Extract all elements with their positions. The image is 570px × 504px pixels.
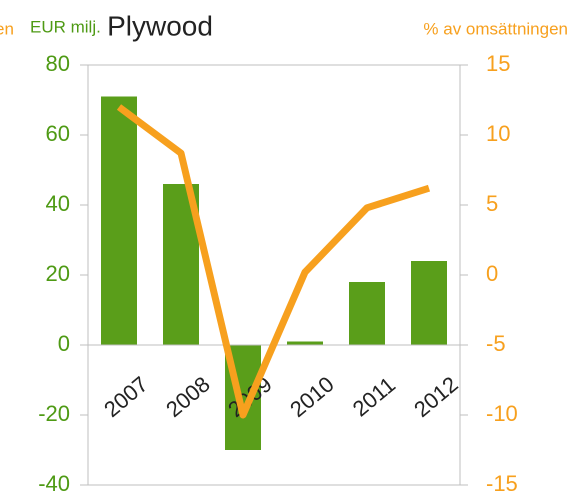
y-tick-label: -20	[38, 401, 70, 426]
chart-title: Plywood	[107, 10, 213, 41]
y2-tick-label: 15	[486, 51, 510, 76]
line	[116, 104, 431, 419]
x-tick-label: 2007	[99, 371, 153, 422]
bar	[101, 96, 137, 345]
y2-tick-label: 5	[486, 191, 498, 216]
y-tick-label: 0	[58, 331, 70, 356]
y2-axis-label: % av omsättningen	[423, 19, 568, 38]
y2-tick-label: -5	[486, 331, 506, 356]
y-axis-label: EUR milj.	[30, 17, 101, 36]
y2-tick-label: 0	[486, 261, 498, 286]
y2-tick-label: 10	[486, 121, 510, 146]
x-tick-label: 2010	[285, 371, 339, 422]
x-tick-label: 2008	[161, 371, 215, 422]
y-tick-label: 80	[46, 51, 70, 76]
annotation: en	[0, 19, 14, 38]
y-tick-label: 20	[46, 261, 70, 286]
bar	[411, 261, 447, 345]
y2-tick-label: -10	[486, 401, 518, 426]
bar	[349, 282, 385, 345]
x-tick-label: 2011	[348, 372, 400, 422]
y-tick-label: -40	[38, 471, 70, 496]
y-tick-label: 60	[46, 121, 70, 146]
x-tick-label: 2012	[409, 371, 463, 422]
y2-tick-label: -15	[486, 471, 518, 496]
bar	[287, 341, 323, 345]
y-tick-label: 40	[46, 191, 70, 216]
